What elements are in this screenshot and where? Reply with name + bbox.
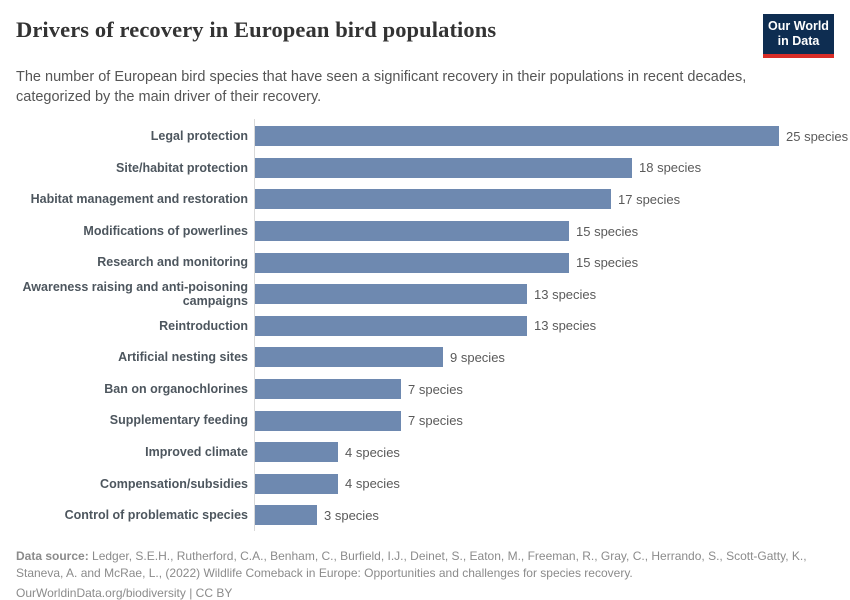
- bar-row: Modifications of powerlines 15 species: [16, 215, 834, 247]
- bar[interactable]: [254, 157, 632, 178]
- value-label: 7 species: [408, 381, 463, 397]
- category-label: Site/habitat protection: [116, 160, 248, 175]
- bar-row: Research and monitoring 15 species: [16, 247, 834, 279]
- category-label: Habitat management and restoration: [30, 192, 248, 207]
- license-line: OurWorldinData.org/biodiversity | CC BY: [16, 586, 834, 600]
- category-label: Compensation/subsidies: [100, 476, 248, 491]
- value-label: 13 species: [534, 318, 597, 334]
- bar-row: Supplementary feeding 7 species: [16, 405, 834, 437]
- bar-track: 4 species: [254, 468, 834, 500]
- value-label: 4 species: [345, 444, 400, 460]
- bar[interactable]: [254, 189, 611, 210]
- bar-row: Habitat management and restoration 17 spe…: [16, 184, 834, 216]
- bar[interactable]: [254, 473, 338, 494]
- bar-row: Control of problematic species 3 species: [16, 500, 834, 532]
- value-label: 18 species: [639, 160, 702, 176]
- category-label: Legal protection: [150, 129, 248, 144]
- category-label: Reintroduction: [159, 318, 248, 333]
- bar-row: Artificial nesting sites 9 species: [16, 342, 834, 374]
- category-label: Artificial nesting sites: [118, 350, 248, 365]
- bar-track: 13 species: [254, 310, 834, 342]
- bar-track: 15 species: [254, 215, 834, 247]
- value-label: 7 species: [408, 413, 463, 429]
- bar-track: 13 species: [254, 278, 834, 310]
- data-source-text: Ledger, S.E.H., Rutherford, C.A., Benham…: [16, 549, 807, 580]
- owid-logo[interactable]: Our World in Data: [763, 14, 834, 58]
- category-label: Control of problematic species: [64, 508, 248, 523]
- logo-text-line1: Our World: [768, 19, 829, 33]
- value-label: 15 species: [576, 223, 639, 239]
- category-label: Research and monitoring: [97, 255, 248, 270]
- bar-track: 7 species: [254, 373, 834, 405]
- value-label: 4 species: [345, 476, 400, 492]
- bar-track: 9 species: [254, 342, 834, 374]
- title-row: Drivers of recovery in European bird pop…: [16, 14, 834, 58]
- bar-chart: Legal protection 25 species Site/habitat p…: [16, 118, 848, 532]
- value-label: 3 species: [324, 507, 379, 523]
- bar[interactable]: [254, 347, 443, 368]
- category-label: Supplementary feeding: [109, 413, 248, 428]
- bar-row: Legal protection 25 species: [16, 121, 848, 153]
- data-source-label: Data source:: [16, 549, 89, 564]
- value-label: 13 species: [534, 286, 597, 302]
- bar[interactable]: [254, 442, 338, 463]
- bar-track: 3 species: [254, 500, 834, 532]
- bar-row: Improved climate 4 species: [16, 436, 834, 468]
- bar-row: Ban on organochlorines 7 species: [16, 373, 834, 405]
- bar[interactable]: [254, 221, 569, 242]
- logo-text-line2: in Data: [777, 33, 820, 48]
- bar-row: Reintroduction 13 species: [16, 310, 834, 342]
- bar-track: 18 species: [254, 152, 834, 184]
- bar-track: 4 species: [254, 436, 834, 468]
- value-label: 17 species: [618, 191, 681, 207]
- chart-subtitle: The number of European bird species that…: [16, 68, 747, 105]
- bar[interactable]: [254, 410, 401, 431]
- chart-footer: Data source: Ledger, S.E.H., Rutherford,…: [16, 548, 834, 600]
- bar-rows: Legal protection 25 species Site/habitat p…: [16, 121, 848, 532]
- category-label: Improved climate: [145, 445, 248, 460]
- bar[interactable]: [254, 505, 317, 526]
- cc-by-link[interactable]: CC BY: [195, 586, 233, 600]
- data-source: Data source: Ledger, S.E.H., Rutherford,…: [16, 548, 834, 581]
- bar[interactable]: [254, 126, 779, 147]
- bar-track: 7 species: [254, 405, 834, 437]
- page-title: Drivers of recovery in European bird pop…: [16, 17, 497, 42]
- bar-row: Site/habitat protection 18 species: [16, 152, 834, 184]
- y-axis-line: [254, 118, 255, 532]
- value-label: 9 species: [450, 349, 505, 365]
- bar-row: Compensation/subsidies 4 species: [16, 468, 834, 500]
- license-separator: |: [185, 586, 196, 600]
- category-label: Awareness raising and anti-poisoning cam…: [22, 279, 248, 309]
- bar[interactable]: [254, 284, 527, 305]
- bar-row: Awareness raising and anti-poisoning cam…: [16, 278, 834, 310]
- category-label: Modifications of powerlines: [83, 223, 248, 238]
- owid-url-link[interactable]: OurWorldinData.org/biodiversity: [16, 586, 186, 600]
- bar-track: 17 species: [254, 184, 834, 216]
- value-label: 25 species: [786, 128, 849, 144]
- value-label: 15 species: [576, 255, 639, 271]
- bar-track: 25 species: [254, 121, 848, 153]
- bar[interactable]: [254, 379, 401, 400]
- category-label: Ban on organochlorines: [104, 381, 248, 396]
- chart-header: Drivers of recovery in European bird pop…: [16, 14, 834, 107]
- bar[interactable]: [254, 252, 569, 273]
- bar[interactable]: [254, 315, 527, 336]
- bar-track: 15 species: [254, 247, 834, 279]
